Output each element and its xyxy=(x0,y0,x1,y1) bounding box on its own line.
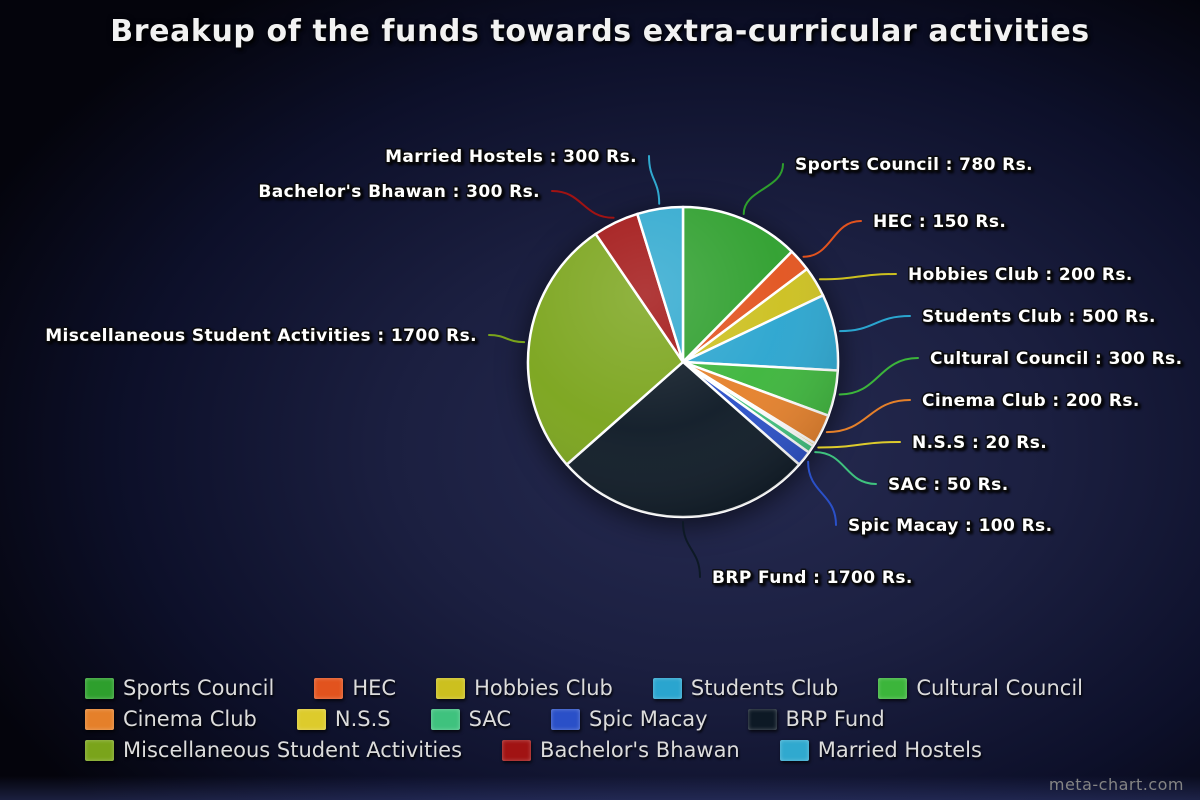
legend-swatch-hec xyxy=(314,677,344,699)
legend-swatch-hobbies-club xyxy=(436,677,466,699)
legend-label-sports-council: Sports Council xyxy=(123,676,275,700)
legend-swatch-cultural-council xyxy=(878,677,908,699)
callout-label-hec: HEC : 150 Rs. xyxy=(873,212,1006,232)
callout-label-miscellaneous-student-activities: Miscellaneous Student Activities : 1700 … xyxy=(45,326,477,346)
legend-label-spic-macay: Spic Macay xyxy=(589,707,708,731)
legend-swatch-brp-fund xyxy=(747,708,777,730)
callout-label-sports-council: Sports Council : 780 Rs. xyxy=(795,155,1033,175)
leader-line-hec xyxy=(802,220,862,258)
legend-item-hec: HEC xyxy=(314,676,396,700)
legend-item-sac: SAC xyxy=(430,707,511,731)
callout-label-brp-fund: BRP Fund : 1700 Rs. xyxy=(712,568,913,588)
legend-swatch-spic-macay xyxy=(551,708,580,730)
legend-item-brp-fund: BRP Fund xyxy=(747,707,885,731)
legend-label-sac: SAC xyxy=(468,707,511,731)
legend-swatch-married-hostels xyxy=(779,739,809,761)
leader-line-spic-macay xyxy=(807,460,837,526)
legend-swatch-cinema-club xyxy=(85,708,114,730)
watermark: meta-chart.com xyxy=(1048,775,1184,794)
legend-label-n-s-s: N.S.S xyxy=(334,707,391,731)
leader-line-hobbies-club xyxy=(818,273,897,281)
legend-item-spic-macay: Spic Macay xyxy=(551,707,708,731)
legend-label-miscellaneous-student-activities: Miscellaneous Student Activities xyxy=(123,738,463,762)
leader-line-brp-fund xyxy=(682,521,701,578)
legend-item-miscellaneous-student-activities: Miscellaneous Student Activities xyxy=(85,738,462,762)
legend-swatch-sports-council xyxy=(85,677,114,699)
leader-line-sports-council xyxy=(742,163,784,215)
legend-item-students-club: Students Club xyxy=(652,676,839,700)
legend-label-students-club: Students Club xyxy=(690,676,839,700)
pie-group xyxy=(526,205,840,519)
legend-swatch-miscellaneous-student-activities xyxy=(85,739,114,761)
legend-label-hobbies-club: Hobbies Club xyxy=(474,676,613,700)
callout-label-hobbies-club: Hobbies Club : 200 Rs. xyxy=(908,265,1133,285)
leader-line-cinema-club xyxy=(825,399,911,434)
callout-label-cinema-club: Cinema Club : 200 Rs. xyxy=(922,391,1140,411)
leader-line-miscellaneous-student-activities xyxy=(488,334,526,344)
legend-item-sports-council: Sports Council xyxy=(85,676,274,700)
leader-line-n-s-s xyxy=(817,441,901,449)
callout-label-students-club: Students Club : 500 Rs. xyxy=(922,307,1156,327)
legend-item-bachelor-s-bhawan: Bachelor's Bhawan xyxy=(502,738,740,762)
legend-label-brp-fund: BRP Fund xyxy=(785,707,885,731)
leader-line-sac xyxy=(814,451,877,485)
callout-leader-lines xyxy=(488,155,919,578)
legend-item-cultural-council: Cultural Council xyxy=(878,676,1083,700)
legend: Sports Council HEC Hobbies Club Students Cl… xyxy=(85,676,1190,762)
legend-swatch-n-s-s xyxy=(296,708,326,730)
legend-swatch-students-club xyxy=(652,677,682,699)
callout-label-cultural-council: Cultural Council : 300 Rs. xyxy=(930,349,1182,369)
callout-label-married-hostels: Married Hostels : 300 Rs. xyxy=(385,147,637,167)
legend-swatch-sac xyxy=(430,708,460,730)
legend-label-married-hostels: Married Hostels xyxy=(817,738,982,762)
leader-line-married-hostels xyxy=(648,155,661,205)
leader-line-cultural-council xyxy=(838,357,919,396)
pie-gloss-overlay xyxy=(528,207,838,517)
legend-label-bachelor-s-bhawan: Bachelor's Bhawan xyxy=(540,738,740,762)
chart-title: Breakup of the funds towards extra-curri… xyxy=(110,14,1090,49)
legend-label-cultural-council: Cultural Council xyxy=(916,676,1084,700)
legend-label-cinema-club: Cinema Club xyxy=(123,707,257,731)
legend-item-n-s-s: N.S.S xyxy=(296,707,391,731)
leader-line-bachelor-s-bhawan xyxy=(551,190,615,219)
legend-swatch-bachelor-s-bhawan xyxy=(502,739,532,761)
callout-label-n-s-s: N.S.S : 20 Rs. xyxy=(912,433,1047,453)
leader-line-students-club xyxy=(839,315,911,333)
callout-label-sac: SAC : 50 Rs. xyxy=(888,475,1009,495)
legend-item-married-hostels: Married Hostels xyxy=(779,738,982,762)
callout-label-bachelor-s-bhawan: Bachelor's Bhawan : 300 Rs. xyxy=(258,182,540,202)
legend-item-cinema-club: Cinema Club xyxy=(85,707,257,731)
legend-item-hobbies-club: Hobbies Club xyxy=(436,676,613,700)
legend-label-hec: HEC xyxy=(352,676,397,700)
callout-label-spic-macay: Spic Macay : 100 Rs. xyxy=(848,516,1052,536)
callout-labels: Sports Council : 780 Rs. HEC : 150 Rs. Hob… xyxy=(44,146,1184,590)
